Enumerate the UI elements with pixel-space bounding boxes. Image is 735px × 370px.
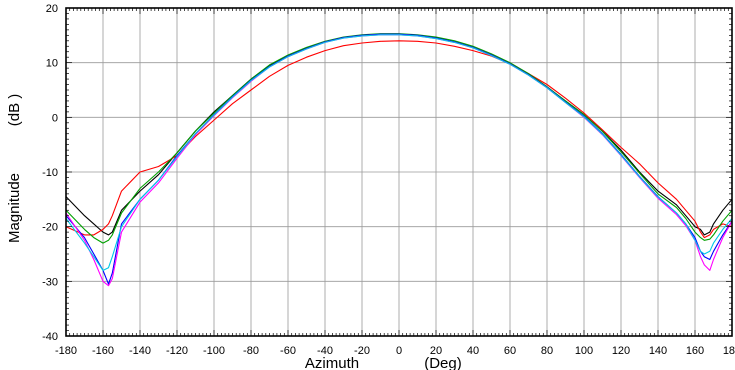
x-tick-label: 140: [649, 345, 667, 357]
x-tick-labels: -180 -160 -140 -120 -100 -80 -60 -40 -20 0 20 40 60 8…: [55, 345, 735, 357]
series-line-2: [65, 40, 733, 239]
grid: [65, 7, 733, 337]
y-axis-label: Magnitude: [6, 173, 23, 243]
x-tick-label: 100: [575, 345, 593, 357]
x-tick-label: -140: [129, 345, 151, 357]
x-tick-label: 20: [430, 345, 442, 357]
y-tick-label: -30: [42, 276, 58, 288]
x-tick-label: 40: [467, 345, 479, 357]
x-tick-label: 80: [541, 345, 553, 357]
series-group: [65, 33, 733, 287]
x-tick-label: -40: [317, 345, 333, 357]
x-axis-label: Azimuth: [305, 355, 359, 370]
y-axis-unit: (dB ): [6, 94, 23, 127]
y-tick-label: 0: [52, 112, 58, 124]
minor-ticks: [65, 7, 733, 337]
x-axis-unit: (Deg): [424, 355, 462, 370]
x-tick-label: 0: [396, 345, 402, 357]
x-tick-label: 60: [504, 345, 516, 357]
x-tick-label: -100: [203, 345, 225, 357]
x-tick-label: -60: [280, 345, 296, 357]
x-tick-label: 120: [612, 345, 630, 357]
x-tick-label: -180: [55, 345, 77, 357]
x-tick-label: -20: [354, 345, 370, 357]
y-tick-label: 10: [46, 58, 58, 70]
x-tick-label: -80: [243, 345, 259, 357]
y-tick-label: -10: [42, 167, 58, 179]
y-tick-label: 20: [46, 3, 58, 15]
x-tick-label: -160: [92, 345, 114, 357]
series-line-6: [65, 34, 733, 271]
y-tick-labels: -40 -30 -20 -10 0 10 20: [42, 3, 58, 343]
x-tick-label: -120: [166, 345, 188, 357]
x-tick-label: 160: [686, 345, 704, 357]
x-tick-label: 180: [723, 345, 735, 357]
y-tick-label: -40: [42, 331, 58, 343]
y-tick-label: -20: [42, 222, 58, 234]
